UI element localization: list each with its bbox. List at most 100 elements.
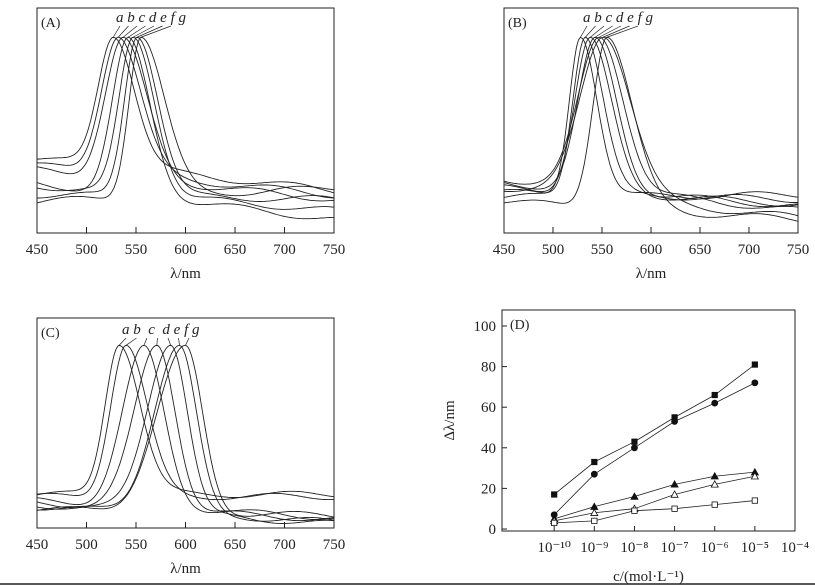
x-tick-label: 10⁻¹⁰ <box>537 540 570 556</box>
y-tick-label: 0 <box>489 522 497 538</box>
spectrum-curve-e <box>503 36 799 209</box>
x-tick-label: 10⁻⁷ <box>661 540 689 556</box>
curve-leader-line <box>585 25 596 38</box>
data-point-open-triangle <box>710 480 719 488</box>
x-tick-label: 700 <box>738 242 761 258</box>
series-line-open-square <box>554 500 755 524</box>
x-tick-label: 650 <box>224 242 247 258</box>
curve-leader-line <box>117 25 129 38</box>
panel-c: 450 500 550 600 650 700 750 λ/nm (C) a b c d e f … <box>26 317 345 577</box>
x-tick-label: 500 <box>75 537 98 553</box>
x-tick-label: 650 <box>689 242 712 258</box>
spectrum-curve-f <box>36 36 335 202</box>
spectrum-curve-e <box>36 36 335 210</box>
x-tick-label: 550 <box>591 242 614 258</box>
panel-label: (B) <box>508 16 527 31</box>
data-point-open-triangle <box>590 508 599 516</box>
curve-labels: a b c d e f g <box>116 10 186 26</box>
x-tick-label: 700 <box>273 537 296 553</box>
data-point-filled-square <box>751 361 758 368</box>
data-point-open-square <box>631 507 638 514</box>
x-tick-label: 500 <box>75 242 98 258</box>
data-point-filled-circle <box>590 470 598 478</box>
curve-leader-line <box>136 25 163 38</box>
x-tick-label: 500 <box>542 242 565 258</box>
y-tick-label: 60 <box>481 400 496 416</box>
spectrum-curve-b <box>36 344 335 501</box>
panel-label: (C) <box>41 326 60 341</box>
x-axis-label: λ/nm <box>170 266 201 282</box>
data-point-filled-triangle <box>630 492 639 500</box>
curve-leader-line <box>132 25 155 38</box>
data-point-open-square <box>551 519 558 527</box>
series-line-filled-square <box>553 364 756 495</box>
panel-a: 450 500 550 600 650 700 750 λ/nm (A) a b c d e f … <box>26 7 346 282</box>
x-tick-label: 10⁻⁵ <box>741 540 769 556</box>
curve-leader-line <box>606 25 639 38</box>
spectrum-curve-g <box>503 36 799 222</box>
x-tick-label: 10⁻⁸ <box>620 540 648 556</box>
curve-leader-line <box>178 337 180 346</box>
data-point-filled-triangle <box>670 480 679 488</box>
spectrum-curve-a <box>503 36 799 200</box>
plot-frame <box>501 309 796 532</box>
x-axis-label: λ/nm <box>170 561 201 577</box>
y-tick-label: 40 <box>481 441 496 457</box>
x-tick-label: 10⁻⁶ <box>701 540 729 556</box>
x-tick-label: 10⁻⁹ <box>580 540 608 556</box>
x-tick-label: 750 <box>787 242 810 258</box>
spectrum-curve-a <box>36 36 335 194</box>
series-line-filled-circle <box>553 382 756 516</box>
x-tick-label: 550 <box>125 537 148 553</box>
data-point-filled-circle <box>671 418 678 425</box>
curve-leader-line <box>590 25 605 38</box>
curve-leader-line <box>598 25 622 38</box>
curve-leader-line <box>127 25 146 38</box>
spectrum-curve-a <box>36 345 335 498</box>
data-point-filled-square <box>551 491 558 498</box>
curve-leader-line <box>125 337 137 346</box>
x-tick-label: 600 <box>174 242 197 258</box>
y-tick-label: 100 <box>474 319 497 335</box>
x-tick-label: 450 <box>26 537 49 553</box>
data-point-open-triangle <box>670 490 679 498</box>
data-point-filled-triangle <box>710 471 719 480</box>
data-point-filled-square <box>711 391 718 399</box>
curve-labels: a b c d e f g <box>583 10 653 26</box>
spectrum-curve-b <box>37 36 335 199</box>
data-point-filled-circle <box>631 444 638 452</box>
curve-leader-line <box>112 25 121 38</box>
spectrum-curve-c <box>503 36 799 207</box>
data-point-open-square <box>751 497 758 504</box>
x-tick-label: 600 <box>640 242 663 258</box>
data-point-open-triangle <box>750 471 760 480</box>
curve-leader-line <box>185 337 190 346</box>
data-point-filled-square <box>591 458 598 466</box>
curve-leader-line <box>594 25 613 38</box>
curve-leader-line <box>156 337 158 346</box>
data-point-open-square <box>671 505 678 512</box>
spectrum-curve-c <box>36 344 335 520</box>
y-tick-label: 80 <box>481 360 496 376</box>
x-tick-label: 450 <box>493 242 516 258</box>
curve-leader-line <box>602 25 630 38</box>
plot-frame <box>503 7 799 234</box>
data-point-filled-circle <box>751 379 759 387</box>
x-tick-label: 550 <box>125 242 148 258</box>
x-tick-label: 700 <box>273 242 296 258</box>
curve-leader-line <box>580 25 588 38</box>
x-tick-label: 10⁻⁴ <box>781 540 809 556</box>
series-line-open-triangle <box>554 475 755 522</box>
x-tick-label: 600 <box>174 537 197 553</box>
curve-leader-line <box>143 337 148 346</box>
panel-d: 0 20 40 60 80 100 10⁻¹⁰ 10⁻⁹ 10⁻⁸ 10⁻⁷ 10⁻⁶ 10⁻⁵ 10⁻… <box>442 309 809 585</box>
x-axis-label: λ/nm <box>636 266 667 282</box>
x-tick-label: 750 <box>323 242 346 258</box>
spectrum-curve-g <box>36 36 335 204</box>
x-axis-label: c/(mol·L⁻¹) <box>613 569 684 585</box>
spectrum-curve-d <box>36 36 334 220</box>
curve-leader-line <box>167 337 171 346</box>
plot-frame <box>36 7 335 234</box>
curve-labels: a b c d e f g <box>122 322 200 338</box>
